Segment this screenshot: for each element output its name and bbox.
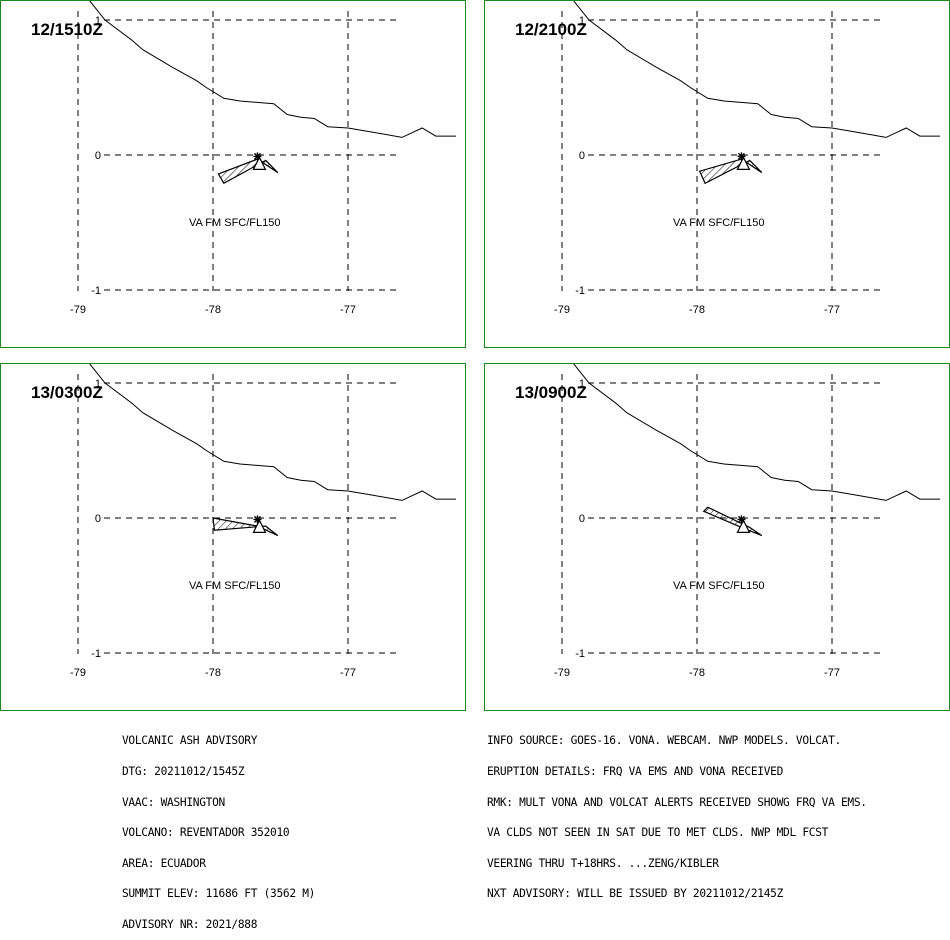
ash-layer-label: VA FM SFC/FL150 [189,580,281,592]
volcano-icon [736,156,751,170]
lon-tick-label: -79 [70,304,86,316]
lon-tick-label: -77 [340,304,356,316]
lat-tick-label: 1 [579,378,585,390]
ash-layer-label: VA FM SFC/FL150 [673,580,765,592]
advisory-line: VEERING THRU T+18HRS. ...ZENG/KIBLER [487,856,719,870]
lat-tick-label: 1 [579,15,585,27]
volcano-icon [736,519,751,533]
lon-tick-label: -77 [824,667,840,679]
ash-layer-label: VA FM SFC/FL150 [673,217,765,229]
lon-tick-label: -78 [205,304,221,316]
lat-tick-label: 0 [579,150,585,162]
advisory-line: RMK: MULT VONA AND VOLCAT ALERTS RECEIVE… [487,795,867,809]
advisory-line: SUMMIT ELEV: 11686 FT (3562 M) [122,887,316,901]
lat-tick-label: -1 [575,285,585,297]
advisory-line: VAAC: WASHINGTON [122,795,225,809]
advisory-info-right: INFO SOURCE: GOES-16. VONA. WEBCAM. NWP … [487,716,867,910]
lon-tick-label: -77 [340,667,356,679]
map-plot: -79 -78 -77 1 0 -1 [70,1,456,316]
advisory-line: VOLCANIC ASH ADVISORY [122,734,258,748]
lat-tick-label: -1 [91,285,101,297]
volcano-icon [252,156,267,170]
forecast-panel-4: -79 -78 -77 1 0 -1 13/0900Z VA FM SFC/FL150 [484,363,950,711]
advisory-line: AREA: ECUADOR [122,856,206,870]
advisory-line: DTG: 20211012/1545Z [122,765,245,778]
ash-cloud-polygon [212,517,279,537]
lon-tick-label: -79 [70,667,86,679]
lon-tick-label: -78 [205,667,221,679]
forecast-panel-3: -79 -78 -77 1 0 -1 13/0300Z VA FM SFC/FL150 [0,363,466,711]
volcano-star-icon [253,515,262,524]
lon-tick-label: -77 [824,304,840,316]
forecast-panel-1: -79 -78 -77 1 0 -1 12/1510Z VA FM SFC/FL150 [0,0,466,348]
forecast-time-label: 13/0300Z [31,383,103,402]
lat-tick-label: -1 [575,648,585,660]
map-plot: -79 -78 -77 1 0 -1 [554,1,940,316]
forecast-panel-2: -79 -78 -77 1 0 -1 12/2100Z VA FM SFC/FL150 [484,0,950,348]
ash-cloud-polygon [217,158,279,185]
map-plot: -79 -78 -77 1 0 -1 [554,364,940,679]
lon-tick-label: -78 [689,304,705,316]
coastline-border [89,1,456,138]
lat-tick-label: 0 [579,513,585,525]
advisory-line: VA CLDS NOT SEEN IN SAT DUE TO MET CLDS.… [487,826,829,840]
map-plot: -79 -78 -77 1 0 -1 [70,364,456,679]
coastline-border [573,364,940,501]
coastline-border [573,1,940,138]
advisory-line: ADVISORY NR: 2021/888 [122,917,258,931]
ash-cloud-polygon [702,506,763,537]
advisory-line: INFO SOURCE: GOES-16. VONA. WEBCAM. NWP … [487,734,841,748]
lat-tick-label: 1 [95,15,101,27]
forecast-time-label: 12/1510Z [31,20,103,39]
volcano-star-icon [737,515,746,524]
lat-tick-label: 0 [95,150,101,162]
lon-tick-label: -79 [554,304,570,316]
volcano-star-icon [737,152,746,161]
volcano-icon [252,519,267,533]
advisory-line: ERUPTION DETAILS: FRQ VA EMS AND VONA RE… [487,765,784,778]
lon-tick-label: -79 [554,667,570,679]
lat-tick-label: 0 [95,513,101,525]
forecast-time-label: 13/0900Z [515,383,587,402]
volcano-star-icon [253,152,262,161]
lat-tick-label: -1 [91,648,101,660]
lat-tick-label: 1 [95,378,101,390]
lon-tick-label: -78 [689,667,705,679]
ash-layer-label: VA FM SFC/FL150 [189,217,281,229]
forecast-time-label: 12/2100Z [515,20,587,39]
advisory-line: VOLCANO: REVENTADOR 352010 [122,826,290,840]
ash-cloud-polygon [698,158,763,185]
advisory-line: NXT ADVISORY: WILL BE ISSUED BY 20211012… [487,887,784,901]
coastline-border [89,364,456,501]
advisory-info-left: VOLCANIC ASH ADVISORY DTG: 20211012/1545… [122,716,315,940]
